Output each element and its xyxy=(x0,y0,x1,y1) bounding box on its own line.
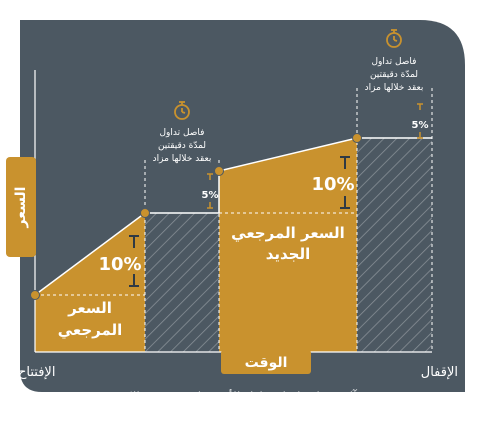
caption: آلية عمل فاصل تداول الأسهم لدى بورصة الك… xyxy=(103,389,357,405)
close-label: الإقفال xyxy=(421,365,458,380)
price-point-2 xyxy=(214,166,224,176)
range-marker-5-a xyxy=(207,173,213,209)
price-point-3 xyxy=(352,133,362,143)
open-label: الإفتتاح xyxy=(18,365,55,380)
reference-price-label-2: المرجعي xyxy=(58,321,123,339)
interval-note-2-line3: بعقد خلالها مزاد xyxy=(365,83,424,93)
interval-note-1-line3: بعقد خلالها مزاد xyxy=(153,154,212,164)
pct-10-label-b: 10% xyxy=(311,174,354,195)
opening-price-area xyxy=(35,213,145,352)
new-reference-area xyxy=(219,138,357,352)
first-interval-hatch xyxy=(145,213,219,352)
range-marker-10-b xyxy=(340,156,350,209)
range-marker-5-b xyxy=(417,103,423,139)
interval-note-1-line2: لمدّة دقيقتين xyxy=(158,141,206,151)
new-reference-label-1: السعر المرجعي xyxy=(231,224,345,242)
price-point-1 xyxy=(140,208,150,218)
x-axis-tab xyxy=(221,350,311,374)
range-marker-10-a xyxy=(129,235,139,287)
dashed-guides xyxy=(35,88,433,352)
stopwatch-icon xyxy=(386,29,402,48)
pct-5-label-a: 5% xyxy=(202,190,219,201)
reference-price-label-1: السعر xyxy=(67,299,112,317)
interval-note-1-line1: فاصل تداول xyxy=(160,128,205,138)
x-axis-label: الوقت xyxy=(245,355,288,371)
price-point-open xyxy=(30,290,40,300)
interval-note-2-line2: لمدّة دقيقتين xyxy=(370,70,418,80)
pct-10-label-a: 10% xyxy=(98,254,141,275)
y-axis-label: السعر xyxy=(13,187,29,229)
stopwatch-icon xyxy=(174,101,190,120)
y-axis-tab xyxy=(6,157,36,257)
new-reference-label-2: الجديد xyxy=(266,245,311,263)
pct-5-label-b: 5% xyxy=(412,120,429,131)
interval-note-2-line1: فاصل تداول xyxy=(372,57,417,67)
second-interval-hatch xyxy=(357,138,432,352)
